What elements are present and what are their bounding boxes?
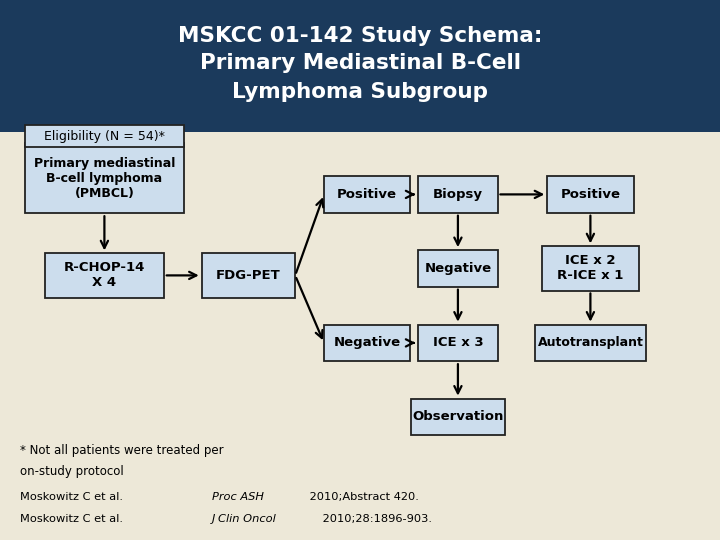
Text: MSKCC 01-142 Study Schema:: MSKCC 01-142 Study Schema: <box>178 26 542 46</box>
FancyBboxPatch shape <box>547 176 634 213</box>
FancyBboxPatch shape <box>45 253 163 298</box>
FancyBboxPatch shape <box>25 125 184 147</box>
Text: ICE x 2
R-ICE x 1: ICE x 2 R-ICE x 1 <box>557 254 624 282</box>
Text: Primary mediastinal
B-cell lymphoma
(PMBCL): Primary mediastinal B-cell lymphoma (PMB… <box>34 157 175 200</box>
Text: Moskowitz C et al.: Moskowitz C et al. <box>20 492 127 503</box>
FancyBboxPatch shape <box>418 250 498 287</box>
Text: Primary Mediastinal B-Cell: Primary Mediastinal B-Cell <box>199 53 521 73</box>
FancyBboxPatch shape <box>324 325 410 361</box>
Text: Lymphoma Subgroup: Lymphoma Subgroup <box>232 82 488 102</box>
Text: Negative: Negative <box>424 262 492 275</box>
FancyBboxPatch shape <box>324 176 410 213</box>
Text: Eligibility (​N = 54)*: Eligibility (​N = 54)* <box>44 130 165 143</box>
FancyBboxPatch shape <box>418 325 498 361</box>
Text: on-study protocol: on-study protocol <box>20 465 124 478</box>
Text: ICE x 3: ICE x 3 <box>433 336 483 349</box>
Text: Proc ASH: Proc ASH <box>212 492 264 503</box>
Text: Negative: Negative <box>333 336 401 349</box>
Bar <box>0 0 720 132</box>
FancyBboxPatch shape <box>418 176 498 213</box>
Text: Autotransplant: Autotransplant <box>537 336 644 349</box>
Text: Biopsy: Biopsy <box>433 188 483 201</box>
Text: Positive: Positive <box>337 188 397 201</box>
Text: Moskowitz C et al.: Moskowitz C et al. <box>20 514 127 524</box>
Text: 2010;Abstract 420.: 2010;Abstract 420. <box>307 492 419 503</box>
Text: * Not all patients were treated per: * Not all patients were treated per <box>20 444 224 457</box>
Text: R-CHOP-14
X 4: R-CHOP-14 X 4 <box>63 261 145 289</box>
FancyBboxPatch shape <box>25 143 184 213</box>
FancyBboxPatch shape <box>534 325 647 361</box>
Text: Positive: Positive <box>560 188 621 201</box>
Text: 2010;28:1896-903.: 2010;28:1896-903. <box>319 514 432 524</box>
FancyBboxPatch shape <box>202 253 295 298</box>
Text: FDG-PET: FDG-PET <box>216 269 281 282</box>
FancyBboxPatch shape <box>411 399 505 435</box>
Text: J Clin Oncol: J Clin Oncol <box>212 514 277 524</box>
FancyBboxPatch shape <box>541 246 639 291</box>
Text: Observation: Observation <box>413 410 503 423</box>
